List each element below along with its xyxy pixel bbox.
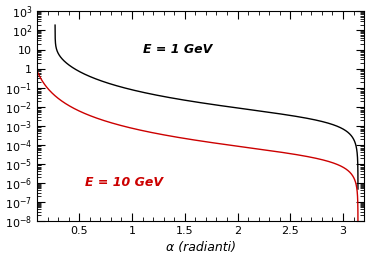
Text: E = 10 GeV: E = 10 GeV [85, 176, 162, 189]
X-axis label: α (radianti): α (radianti) [166, 241, 235, 254]
Text: E = 1 GeV: E = 1 GeV [142, 43, 212, 56]
